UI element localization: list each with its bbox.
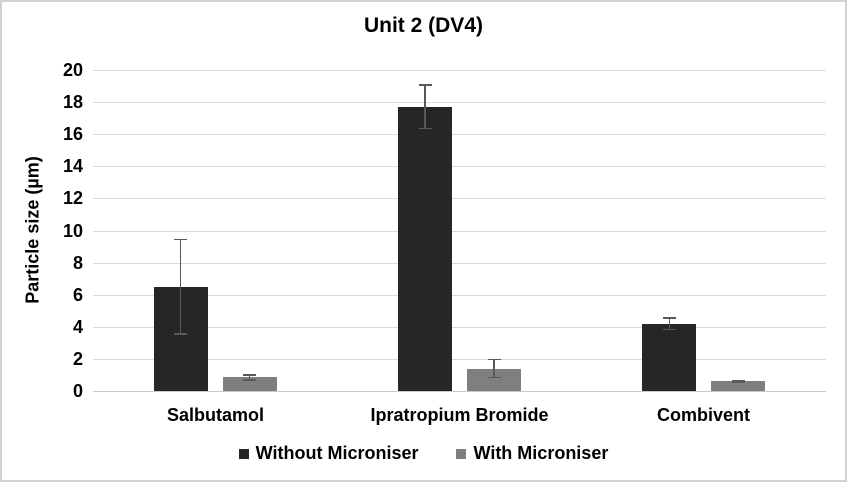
gridline (93, 166, 826, 168)
error-bar (424, 84, 426, 130)
gridline (93, 262, 826, 264)
gridline (93, 326, 826, 328)
gridline (93, 230, 826, 232)
error-bar (662, 317, 676, 319)
y-tick-label: 6 (72, 284, 83, 305)
error-bar (737, 379, 740, 383)
error-bar (174, 333, 188, 335)
error-bar (731, 379, 745, 382)
gridline (93, 198, 826, 200)
y-tick-label: 18 (62, 92, 83, 113)
gridline (93, 391, 826, 392)
plot-area: 0 2 4 6 8 10 12 14 16 18 20 (63, 60, 826, 401)
legend-label: With Microniser (473, 443, 609, 463)
y-tick-label: 12 (62, 188, 83, 209)
y-tick-label: 4 (72, 316, 83, 337)
bar-with-microniser-ipratropium-bromide (467, 368, 521, 391)
y-tick-label: 8 (72, 252, 83, 273)
error-bar (418, 127, 432, 130)
error-bar (243, 379, 257, 381)
error-bar (243, 374, 257, 376)
y-tick-label: 2 (72, 348, 83, 369)
error-bar (248, 374, 251, 381)
legend-swatch-icon (456, 448, 467, 459)
x-category-label: Salbutamol (166, 405, 264, 425)
y-tick-label: 0 (72, 381, 83, 401)
gridline (93, 358, 826, 360)
x-category-label: Ipratropium Bromide (370, 405, 549, 425)
bar-without-microniser-combivent (642, 323, 697, 391)
chart-title: Unit 2 (DV4) (363, 14, 483, 37)
legend-entry-with-microniser: With Microniser (456, 443, 608, 464)
x-category-label: Combivent (656, 405, 750, 425)
gridline (93, 102, 826, 104)
error-bar (731, 381, 745, 383)
error-bar (174, 238, 188, 241)
error-bar (662, 328, 676, 330)
y-tick-label: 16 (62, 124, 83, 145)
legend: Without Microniser With Microniser (2, 443, 845, 464)
legend-swatch-icon (238, 448, 249, 459)
y-tick-label: 10 (62, 220, 83, 241)
bar-with-microniser-combivent (711, 381, 766, 391)
error-bar (493, 358, 495, 379)
error-bar (487, 376, 501, 379)
y-tick-label: 20 (62, 60, 83, 80)
gridline (93, 134, 826, 136)
error-bar (418, 84, 432, 86)
error-bar (668, 317, 671, 330)
bar-with-microniser-salbutamol (222, 377, 277, 391)
y-tick-label: 14 (62, 156, 83, 177)
legend-entry-without-microniser: Without Microniser (238, 443, 419, 464)
error-bar (179, 238, 182, 335)
gridline (93, 294, 826, 296)
error-bar (487, 358, 501, 361)
bar-without-microniser-ipratropium-bromide (398, 106, 452, 391)
legend-label: Without Microniser (255, 443, 419, 463)
gridline (93, 70, 826, 71)
